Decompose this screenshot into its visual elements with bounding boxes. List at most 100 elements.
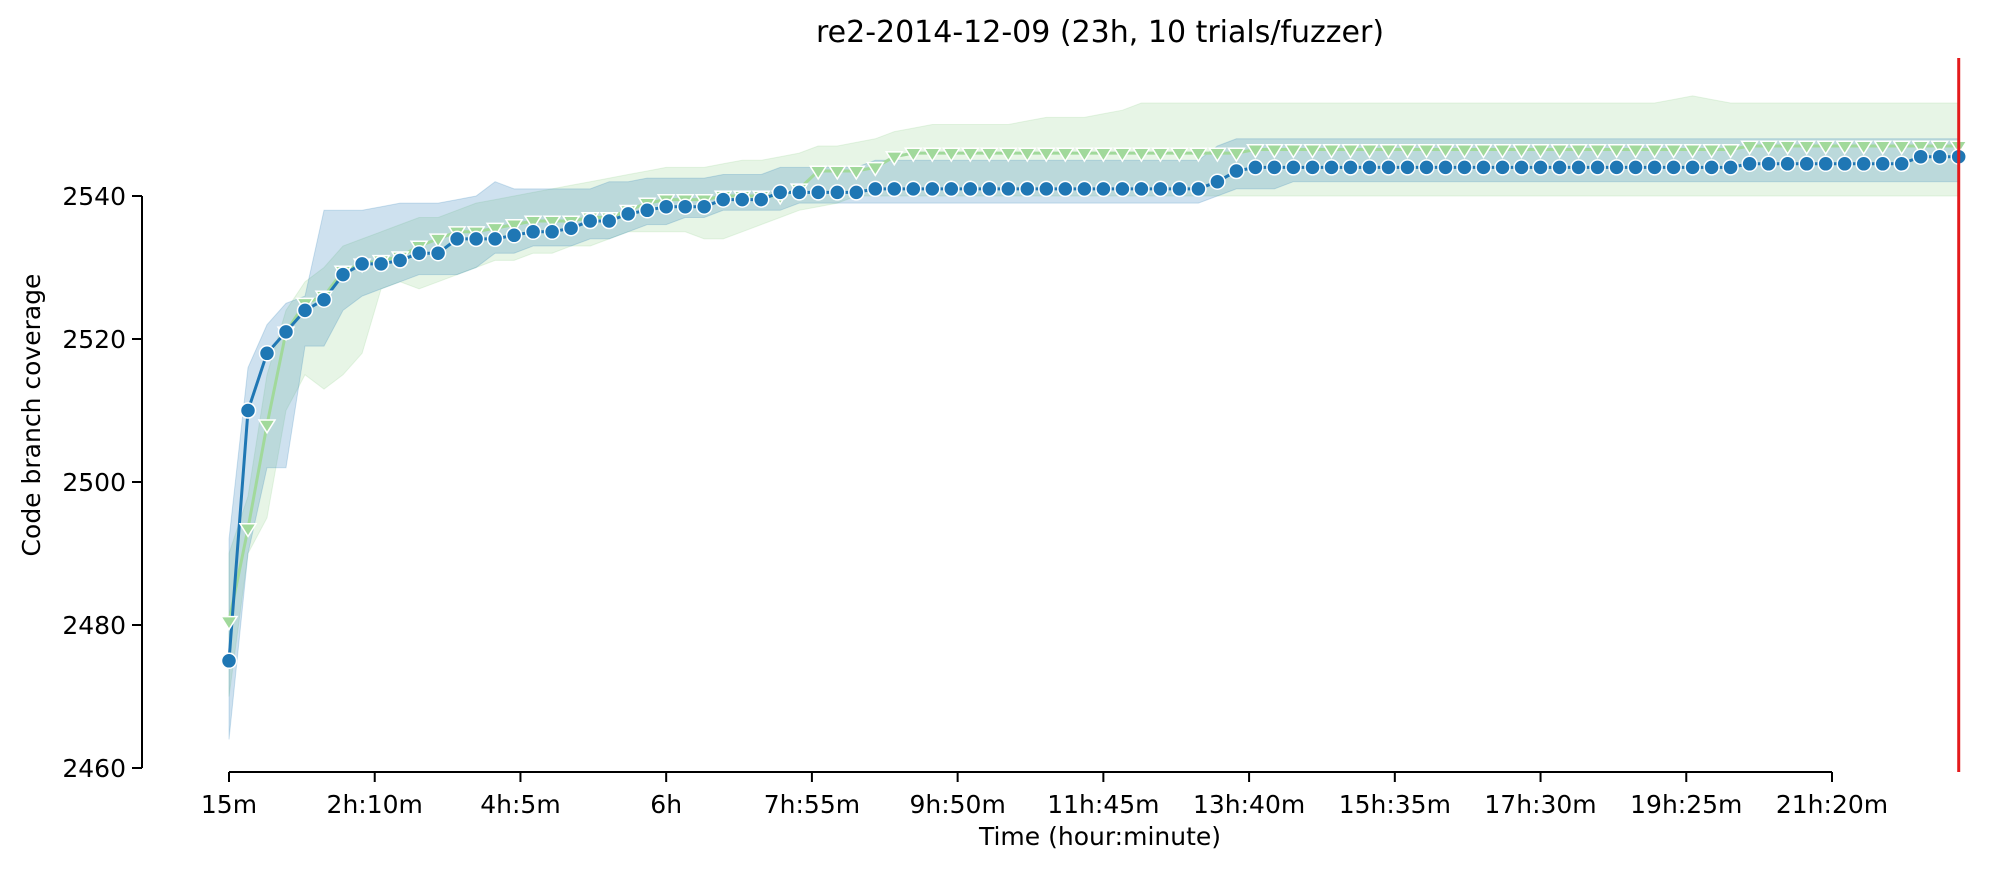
data-point-series-1 (1398, 143, 1417, 159)
y-tick-label: 2500 (62, 468, 126, 497)
x-tick-label: 11h:45m (1047, 790, 1159, 819)
data-point-series-2 (1437, 159, 1454, 176)
data-point-series-1 (1493, 143, 1512, 159)
data-point-series-2 (1399, 159, 1416, 176)
data-point-series-2 (809, 184, 827, 201)
data-point-series-2 (1627, 159, 1644, 176)
data-point-series-1 (1341, 143, 1360, 159)
data-point-series-2 (1418, 159, 1435, 176)
data-point-series-2 (676, 198, 694, 215)
data-point-series-1 (1303, 143, 1322, 159)
data-point-series-2 (1855, 155, 1872, 173)
data-point-series-2 (867, 180, 884, 198)
data-point-series-2 (239, 402, 257, 419)
data-point-series-1 (1455, 143, 1474, 159)
data-point-series-1 (1740, 140, 1759, 156)
data-point-series-2 (1931, 148, 1948, 165)
data-point-series-2 (220, 652, 238, 670)
data-point-series-2 (486, 230, 504, 248)
x-tick-label: 9h:50m (909, 790, 1005, 819)
data-point-series-2 (714, 191, 732, 208)
data-point-series-1 (1474, 143, 1493, 159)
data-point-series-2 (543, 223, 561, 241)
data-point-series-1 (485, 222, 505, 238)
data-point-series-2 (334, 266, 352, 283)
data-point-series-1 (1417, 143, 1436, 159)
data-point-series-1 (1055, 147, 1075, 163)
data-point-series-2 (1589, 159, 1606, 176)
y-tick-label: 2540 (62, 182, 126, 211)
data-point-series-2 (505, 227, 523, 244)
data-point-series-2 (296, 302, 314, 319)
x-tick-label: 4h:5m (480, 790, 560, 819)
data-point-series-2 (600, 212, 618, 230)
data-point-series-2 (277, 323, 295, 341)
confidence-bands (228, 95, 1960, 740)
data-point-series-1 (1208, 147, 1227, 163)
data-point-series-1 (1075, 147, 1094, 163)
data-point-series-1 (1132, 147, 1151, 163)
data-point-series-2 (1323, 159, 1340, 176)
data-point-series-2 (1760, 155, 1777, 173)
data-point-series-2 (524, 223, 542, 241)
data-point-series-1 (865, 161, 885, 177)
data-point-series-2 (1798, 155, 1815, 173)
data-point-series-2 (1342, 159, 1359, 176)
data-point-series-1 (1645, 143, 1664, 159)
data-point-series-2 (1114, 180, 1131, 198)
data-point-series-2 (1190, 180, 1207, 198)
data-point-series-1 (1816, 140, 1836, 156)
x-tick-label: 13h:40m (1193, 790, 1305, 819)
series-markers (219, 140, 1969, 670)
data-point-series-1 (922, 147, 942, 163)
x-tick-label: 15h:35m (1339, 790, 1451, 819)
y-tick-label: 2520 (62, 325, 126, 354)
data-point-series-1 (1721, 143, 1740, 159)
data-point-series-1 (1113, 147, 1132, 163)
data-point-series-2 (1912, 148, 1929, 165)
data-point-series-2 (1722, 159, 1739, 176)
data-point-series-1 (1284, 143, 1303, 159)
data-point-series-2 (1285, 159, 1302, 176)
data-point-series-2 (315, 291, 333, 308)
data-point-series-2 (943, 180, 960, 198)
data-point-series-2 (1152, 180, 1169, 198)
data-point-series-1 (1569, 143, 1588, 159)
data-point-series-1 (1892, 140, 1912, 156)
data-point-series-1 (1550, 143, 1569, 159)
data-point-series-2 (848, 184, 865, 201)
data-point-series-2 (1304, 159, 1321, 176)
data-point-series-2 (1380, 159, 1397, 176)
data-point-series-1 (1265, 143, 1284, 159)
data-point-series-2 (448, 230, 466, 248)
data-point-series-2 (1817, 155, 1834, 173)
data-point-series-2 (258, 345, 276, 362)
data-point-series-2 (410, 244, 428, 262)
data-point-series-1 (238, 522, 258, 538)
x-tick-label: 17h:30m (1484, 790, 1596, 819)
data-point-series-1 (979, 147, 999, 163)
data-point-series-1 (1759, 140, 1778, 156)
data-point-series-1 (846, 165, 866, 181)
data-point-series-1 (1778, 140, 1797, 156)
data-point-series-2 (790, 184, 808, 201)
data-point-series-1 (1683, 143, 1702, 159)
data-point-series-2 (733, 191, 751, 208)
data-point-series-1 (1512, 143, 1531, 159)
data-point-series-1 (1036, 147, 1056, 163)
data-point-series-2 (1095, 180, 1112, 198)
data-point-series-2 (981, 180, 998, 198)
data-point-series-2 (1057, 180, 1074, 198)
data-point-series-2 (829, 184, 846, 201)
data-point-series-1 (1360, 143, 1379, 159)
data-point-series-1 (219, 615, 239, 631)
data-point-series-2 (1209, 173, 1226, 190)
data-point-series-2 (905, 180, 922, 198)
data-point-series-2 (1703, 159, 1720, 176)
data-point-series-1 (827, 165, 847, 181)
data-point-series-2 (1133, 180, 1150, 198)
data-point-series-1 (884, 151, 904, 167)
data-point-series-1 (1835, 140, 1855, 156)
data-point-series-1 (1017, 147, 1037, 163)
